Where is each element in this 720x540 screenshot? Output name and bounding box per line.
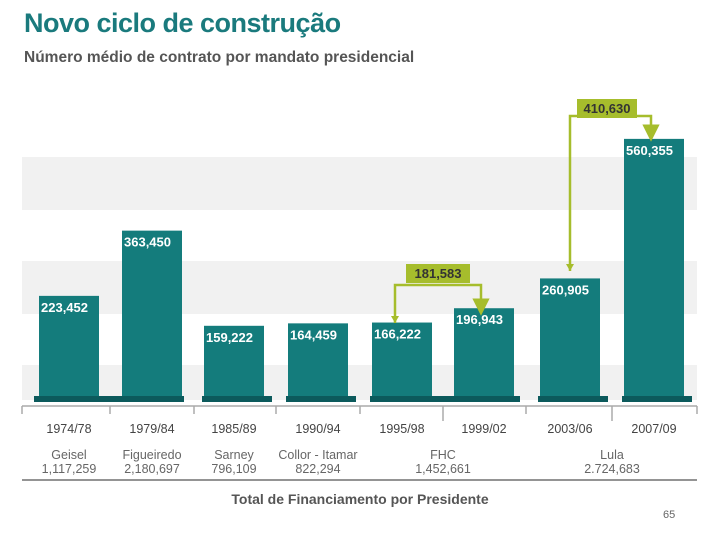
bar-base-strip [622, 396, 692, 402]
president-name: Sarney [214, 448, 254, 462]
bar-base-strip [286, 396, 356, 402]
president-financing: 822,294 [295, 462, 340, 476]
bar-1979/84 [122, 230, 182, 400]
background-band [22, 157, 697, 210]
bar-base-strip [538, 396, 608, 402]
bar-value-label: 363,450 [124, 235, 171, 250]
slide-title: Novo ciclo de construção [24, 8, 341, 38]
bar-1974/78 [39, 295, 99, 400]
bar-1999/02 [454, 308, 514, 400]
x-tick-label: 1974/78 [46, 422, 91, 436]
president-name: Lula [600, 448, 624, 462]
bar-base-strip [370, 396, 520, 402]
president-name: FHC [430, 448, 456, 462]
growth-label: 410,630 [584, 101, 631, 116]
president-financing: 796,109 [211, 462, 256, 476]
president-name: Collor - Itamar [278, 448, 357, 462]
bar-value-label: 260,905 [542, 282, 589, 297]
bar-1990/94 [288, 323, 348, 400]
x-tick-label: 1979/84 [129, 422, 174, 436]
x-tick-label: 1990/94 [295, 422, 340, 436]
president-name: Geisel [51, 448, 86, 462]
x-axis: 1974/78 1979/84 1985/89 1990/94 1995/98 1999/… [21, 405, 698, 481]
growth-annotations: 181,583 410,630 [391, 99, 660, 323]
growth-label-box [577, 99, 637, 118]
page-number: 65 [663, 509, 676, 521]
bar-value-label: 164,459 [290, 327, 337, 342]
president-financing: 1,117,259 [42, 462, 97, 476]
growth-label-box [406, 264, 470, 283]
bar-value-label: 560,355 [626, 143, 673, 158]
growth-arrow-head [391, 316, 399, 323]
bar-base-strip [202, 396, 272, 402]
x-tick-label: 2003/06 [547, 422, 592, 436]
bar-value-label: 196,943 [456, 312, 503, 327]
president-name: Figueiredo [122, 448, 181, 462]
bar-2007/09 [624, 138, 684, 400]
bar-2003/06 [540, 278, 600, 400]
footer-caption: Total de Financiamento por Presidente [231, 491, 489, 507]
growth-arrow-head [566, 264, 574, 271]
bar-base-strip [34, 396, 184, 402]
president-financing: 2.724,683 [584, 462, 640, 476]
x-tick-label: 1995/98 [379, 422, 424, 436]
president-financing: 1,452,661 [415, 462, 471, 476]
x-tick-label: 1985/89 [211, 422, 256, 436]
bar-1995/98 [372, 322, 432, 400]
bars: 223,452 363,450 159,222 164,459 166,222 196,9… [34, 138, 692, 402]
x-tick-label: 1999/02 [461, 422, 506, 436]
growth-label: 181,583 [415, 266, 462, 281]
x-tick-label: 2007/09 [631, 422, 676, 436]
bar-1985/89 [204, 325, 264, 400]
bar-value-label: 159,222 [206, 330, 253, 345]
president-financing: 2,180,697 [124, 462, 180, 476]
slide-subtitle: Número médio de contrato por mandato pre… [24, 49, 415, 66]
bar-value-label: 223,452 [41, 300, 88, 315]
growth-arrow [393, 283, 490, 323]
bar-value-label: 166,222 [374, 327, 421, 342]
